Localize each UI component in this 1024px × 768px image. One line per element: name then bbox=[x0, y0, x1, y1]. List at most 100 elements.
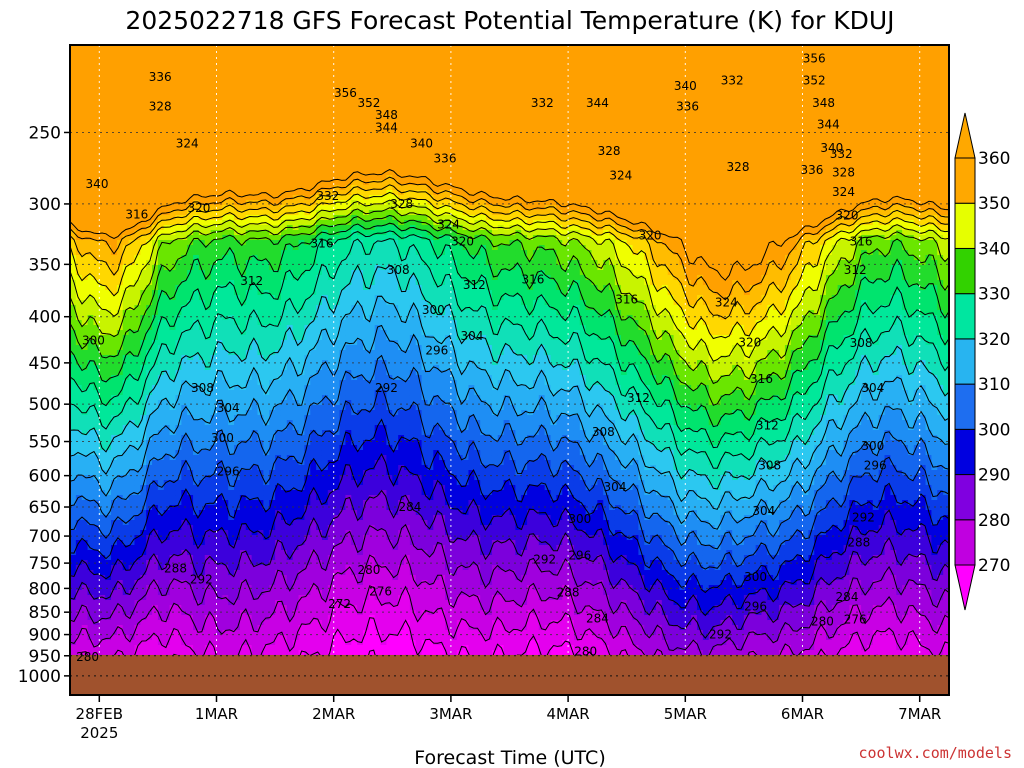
colorbar-segment bbox=[955, 294, 975, 339]
contour-label: 320 bbox=[187, 201, 210, 215]
contour-label: 288 bbox=[164, 561, 187, 575]
chart-title: 2025022718 GFS Forecast Potential Temper… bbox=[125, 6, 894, 35]
y-tick-label: 450 bbox=[29, 354, 61, 374]
x-tick-label: 3MAR bbox=[429, 705, 472, 723]
colorbar-label: 280 bbox=[978, 511, 1010, 531]
contour-label: 304 bbox=[217, 401, 240, 415]
contour-label: 308 bbox=[758, 459, 781, 473]
contour-label: 320 bbox=[639, 228, 662, 242]
contour-label: 336 bbox=[149, 70, 172, 84]
contour-label: 276 bbox=[369, 584, 392, 598]
contour-label: 348 bbox=[375, 108, 398, 122]
contour-label: 300 bbox=[861, 439, 884, 453]
contour-label: 332 bbox=[721, 74, 744, 88]
y-tick-label: 1000 bbox=[18, 667, 61, 687]
y-tick-label: 700 bbox=[29, 527, 61, 547]
temperature-bands bbox=[70, 45, 950, 696]
contour-label: 296 bbox=[568, 549, 591, 563]
x-tick-label: 4MAR bbox=[547, 705, 590, 723]
y-axis: 2503003504004505005506006507007508008509… bbox=[18, 123, 70, 686]
contour-label: 296 bbox=[217, 465, 240, 479]
colorbar-segment bbox=[955, 203, 975, 248]
contour-label: 324 bbox=[609, 169, 632, 183]
y-tick-label: 550 bbox=[29, 433, 61, 453]
colorbar-label: 360 bbox=[978, 149, 1010, 169]
contour-label: 280 bbox=[76, 650, 99, 664]
contour-label: 284 bbox=[398, 500, 421, 514]
contour-label: 316 bbox=[521, 273, 544, 287]
contour-label: 332 bbox=[830, 147, 853, 161]
contour-label: 344 bbox=[375, 121, 398, 135]
contour-label: 280 bbox=[357, 563, 380, 577]
x-tick-label: 7MAR bbox=[898, 705, 941, 723]
contour-label: 312 bbox=[756, 419, 779, 433]
colorbar-label: 290 bbox=[978, 466, 1010, 486]
y-tick-label: 650 bbox=[29, 498, 61, 518]
x-tick-label: 28FEB bbox=[76, 705, 123, 723]
contour-label: 300 bbox=[422, 303, 445, 317]
contour-label: 324 bbox=[832, 185, 855, 199]
contour-label: 280 bbox=[811, 614, 834, 628]
contour-label: 300 bbox=[82, 334, 105, 348]
contour-label: 316 bbox=[311, 237, 334, 251]
contour-label: 284 bbox=[586, 612, 609, 626]
contour-label: 316 bbox=[125, 207, 148, 221]
contour-label: 356 bbox=[334, 86, 357, 100]
contour-label: 336 bbox=[676, 100, 699, 114]
contour-label: 328 bbox=[727, 160, 750, 174]
contour-label: 324 bbox=[437, 217, 460, 231]
colorbar-segment bbox=[955, 384, 975, 429]
contour-label: 296 bbox=[864, 459, 887, 473]
colorbar-segment bbox=[955, 339, 975, 384]
contour-label: 304 bbox=[752, 504, 775, 518]
contour-label: 340 bbox=[410, 136, 433, 150]
contour-label: 316 bbox=[850, 234, 873, 248]
colorbar-label: 340 bbox=[978, 239, 1010, 259]
colorbar-label: 310 bbox=[978, 375, 1010, 395]
contour-label: 332 bbox=[531, 96, 554, 110]
colorbar-segment bbox=[955, 248, 975, 293]
x-tick-label: 5MAR bbox=[664, 705, 707, 723]
colorbar-upper-arrow bbox=[955, 113, 975, 158]
contour-label: 276 bbox=[844, 613, 867, 627]
contour-label: 300 bbox=[744, 570, 767, 584]
contour-label: 328 bbox=[149, 100, 172, 114]
ground-surface bbox=[70, 655, 949, 695]
colorbar-label: 270 bbox=[978, 556, 1010, 576]
contour-label: 308 bbox=[592, 425, 615, 439]
contour-label: 292 bbox=[709, 628, 732, 642]
contour-label: 284 bbox=[836, 590, 859, 604]
y-tick-label: 600 bbox=[29, 467, 61, 487]
contour-label: 356 bbox=[803, 52, 826, 66]
contour-label: 336 bbox=[434, 151, 457, 165]
contour-label: 328 bbox=[390, 197, 413, 211]
contour-label: 352 bbox=[803, 74, 826, 88]
contour-label: 340 bbox=[86, 177, 109, 191]
y-tick-label: 350 bbox=[29, 255, 61, 275]
contour-label: 344 bbox=[817, 118, 840, 132]
contour-label: 288 bbox=[557, 585, 580, 599]
y-tick-label: 850 bbox=[29, 603, 61, 623]
contour-label: 304 bbox=[461, 329, 484, 343]
y-tick-label: 750 bbox=[29, 554, 61, 574]
contour-label: 324 bbox=[715, 296, 738, 310]
contour-label: 344 bbox=[586, 96, 609, 110]
contour-label: 304 bbox=[604, 480, 627, 494]
contour-label: 312 bbox=[844, 263, 867, 277]
contour-label: 324 bbox=[176, 136, 199, 150]
contour-label: 292 bbox=[375, 381, 398, 395]
y-tick-label: 400 bbox=[29, 308, 61, 328]
y-tick-label: 950 bbox=[29, 647, 61, 667]
contour-label: 332 bbox=[316, 189, 339, 203]
contour-label: 312 bbox=[463, 278, 486, 292]
contour-label: 296 bbox=[744, 600, 767, 614]
contour-label: 288 bbox=[847, 536, 870, 550]
contour-label: 320 bbox=[451, 234, 474, 248]
y-tick-label: 250 bbox=[29, 123, 61, 143]
colorbar-lower-arrow bbox=[955, 565, 975, 610]
contour-label: 292 bbox=[190, 573, 213, 587]
contour-label: 312 bbox=[627, 391, 650, 405]
